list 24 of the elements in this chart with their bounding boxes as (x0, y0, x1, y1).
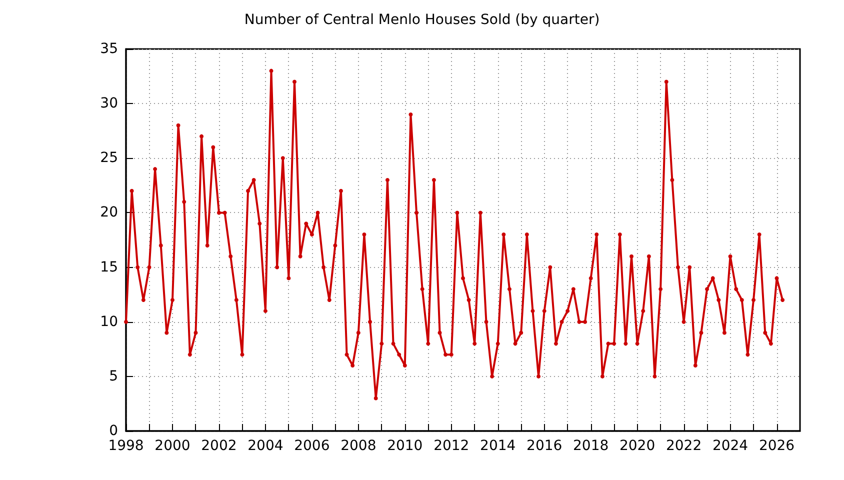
y-tick-label: 30 (100, 96, 118, 112)
x-tick-label: 2018 (573, 438, 609, 454)
x-tick-label: 2010 (387, 438, 423, 454)
x-tick-label: 2014 (480, 438, 516, 454)
y-tick-label: 10 (100, 314, 118, 330)
x-tick-label: 2022 (666, 438, 702, 454)
y-tick-label: 5 (109, 368, 118, 384)
x-tick-label: 2026 (758, 438, 795, 454)
x-tick-label: 2016 (526, 438, 562, 454)
x-tick-label: 2024 (712, 438, 748, 454)
x-tick-label: 2012 (434, 438, 470, 454)
x-tick-label: 2008 (340, 438, 376, 454)
y-tick-label: 15 (100, 259, 118, 276)
x-tick-label: 2006 (294, 438, 330, 454)
x-tick-label: 2004 (248, 438, 284, 454)
x-tick-label: 2020 (619, 438, 656, 454)
y-tick-label: 35 (100, 41, 118, 57)
x-tick-label: 1998 (108, 438, 144, 454)
x-tick-label: 2000 (154, 438, 190, 454)
y-tick-label: 20 (100, 204, 118, 221)
y-tick-label: 0 (109, 423, 118, 439)
y-tick-label: 25 (100, 150, 118, 166)
chart-title: Number of Central Menlo Houses Sold (by quarter) (244, 12, 600, 28)
x-tick-label: 2002 (201, 438, 237, 454)
